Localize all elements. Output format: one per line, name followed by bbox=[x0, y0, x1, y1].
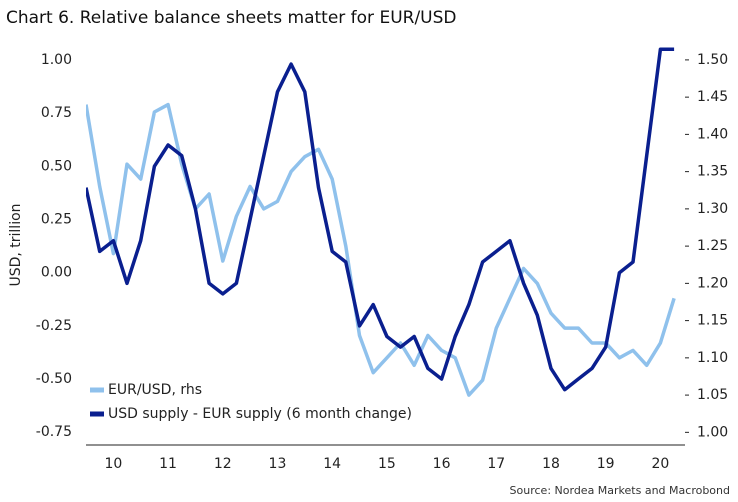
x-tick-label: 20 bbox=[651, 456, 669, 472]
y-tick-label: 0.00 bbox=[41, 265, 72, 281]
y2-tick-label: 1.00 bbox=[697, 424, 728, 440]
x-tick-label: 14 bbox=[323, 456, 341, 472]
series-line bbox=[86, 102, 676, 397]
x-tick-label: 11 bbox=[159, 456, 177, 472]
x-tick-label: 10 bbox=[104, 456, 122, 472]
y-tick-label: 0.75 bbox=[41, 105, 72, 121]
x-tick-label: 17 bbox=[487, 456, 505, 472]
x-tick-label: 15 bbox=[378, 456, 396, 472]
plot-area bbox=[86, 47, 676, 397]
y2-tick-label: 1.20 bbox=[697, 275, 728, 291]
legend-label: EUR/USD, rhs bbox=[108, 382, 202, 398]
y2-tick-label: 1.15 bbox=[697, 313, 728, 329]
y-axis-label: USD, trillion bbox=[8, 203, 24, 286]
x-tick-label: 18 bbox=[542, 456, 560, 472]
y-tick-label: -0.75 bbox=[36, 424, 72, 440]
y2-tick-label: 1.05 bbox=[697, 387, 728, 403]
legend-label: USD supply - EUR supply (6 month change) bbox=[108, 406, 412, 422]
y-tick-label: 0.50 bbox=[41, 158, 72, 174]
y2-tick-label: 1.10 bbox=[697, 350, 728, 366]
y2-tick-label: 1.25 bbox=[697, 238, 728, 254]
x-tick-label: 16 bbox=[433, 456, 451, 472]
series-line bbox=[86, 47, 675, 392]
x-tick-label: 13 bbox=[269, 456, 287, 472]
x-tick-label: 19 bbox=[597, 456, 615, 472]
x-tick-label: 12 bbox=[214, 456, 232, 472]
y-tick-label: -0.50 bbox=[36, 371, 72, 387]
y2-tick-label: 1.35 bbox=[697, 164, 728, 180]
y2-tick-label: 1.30 bbox=[697, 201, 728, 217]
y2-tick-label: 1.40 bbox=[697, 126, 728, 142]
y2-tick-label: 1.50 bbox=[697, 52, 728, 68]
source: Source: Nordea Markets and Macrobond bbox=[510, 484, 730, 497]
y-tick-label: 0.25 bbox=[41, 211, 72, 227]
chart-title: Chart 6. Relative balance sheets matter … bbox=[6, 8, 457, 28]
y2-tick-label: 1.45 bbox=[697, 89, 728, 105]
y-tick-label: 1.00 bbox=[41, 52, 72, 68]
y-tick-label: -0.25 bbox=[36, 318, 72, 334]
